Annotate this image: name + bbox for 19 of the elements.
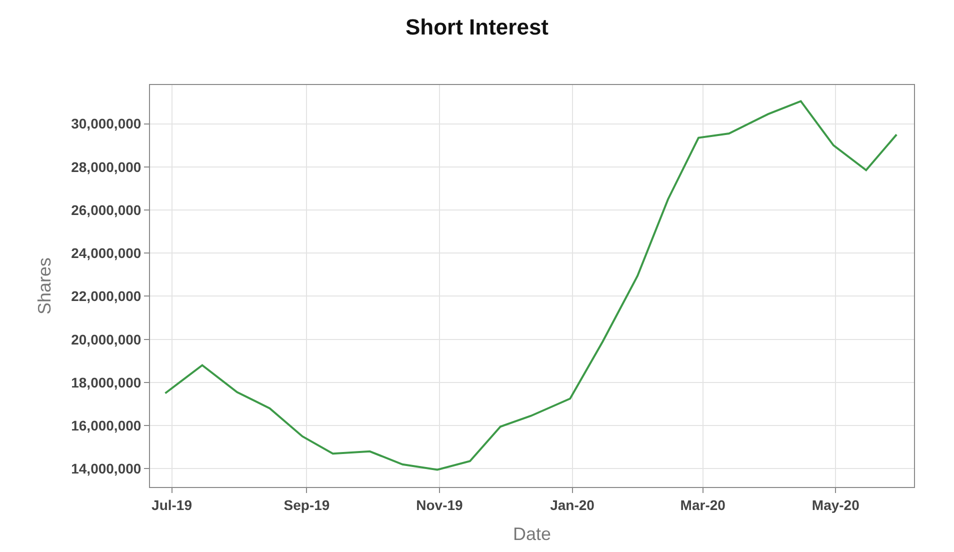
y-tick-label: 28,000,000 [71, 158, 142, 175]
line-series [164, 100, 898, 471]
x-axis-title: Date [512, 524, 552, 544]
y-tick-label: 26,000,000 [71, 202, 142, 218]
y-tick-label: 30,000,000 [71, 116, 142, 132]
x-tick-label: Jul-19 [152, 496, 192, 513]
x-tick-label: Sep-19 [284, 496, 330, 513]
x-tick-label: Mar-20 [680, 496, 726, 513]
x-tick-label: Nov-19 [416, 496, 464, 513]
y-tick-label: 16,000,000 [71, 417, 142, 434]
y-axis-title: Shares [34, 257, 54, 315]
y-tick-label: 18,000,000 [71, 374, 142, 390]
chart-title: Short Interest [405, 14, 550, 40]
y-tick-label: 20,000,000 [71, 331, 142, 348]
x-tick-label: May-20 [812, 496, 860, 513]
y-tick-label: 22,000,000 [71, 288, 142, 304]
y-tick-label: 14,000,000 [71, 460, 142, 477]
y-tick-label: 24,000,000 [71, 245, 142, 262]
x-tick-label: Jan-20 [550, 496, 595, 513]
